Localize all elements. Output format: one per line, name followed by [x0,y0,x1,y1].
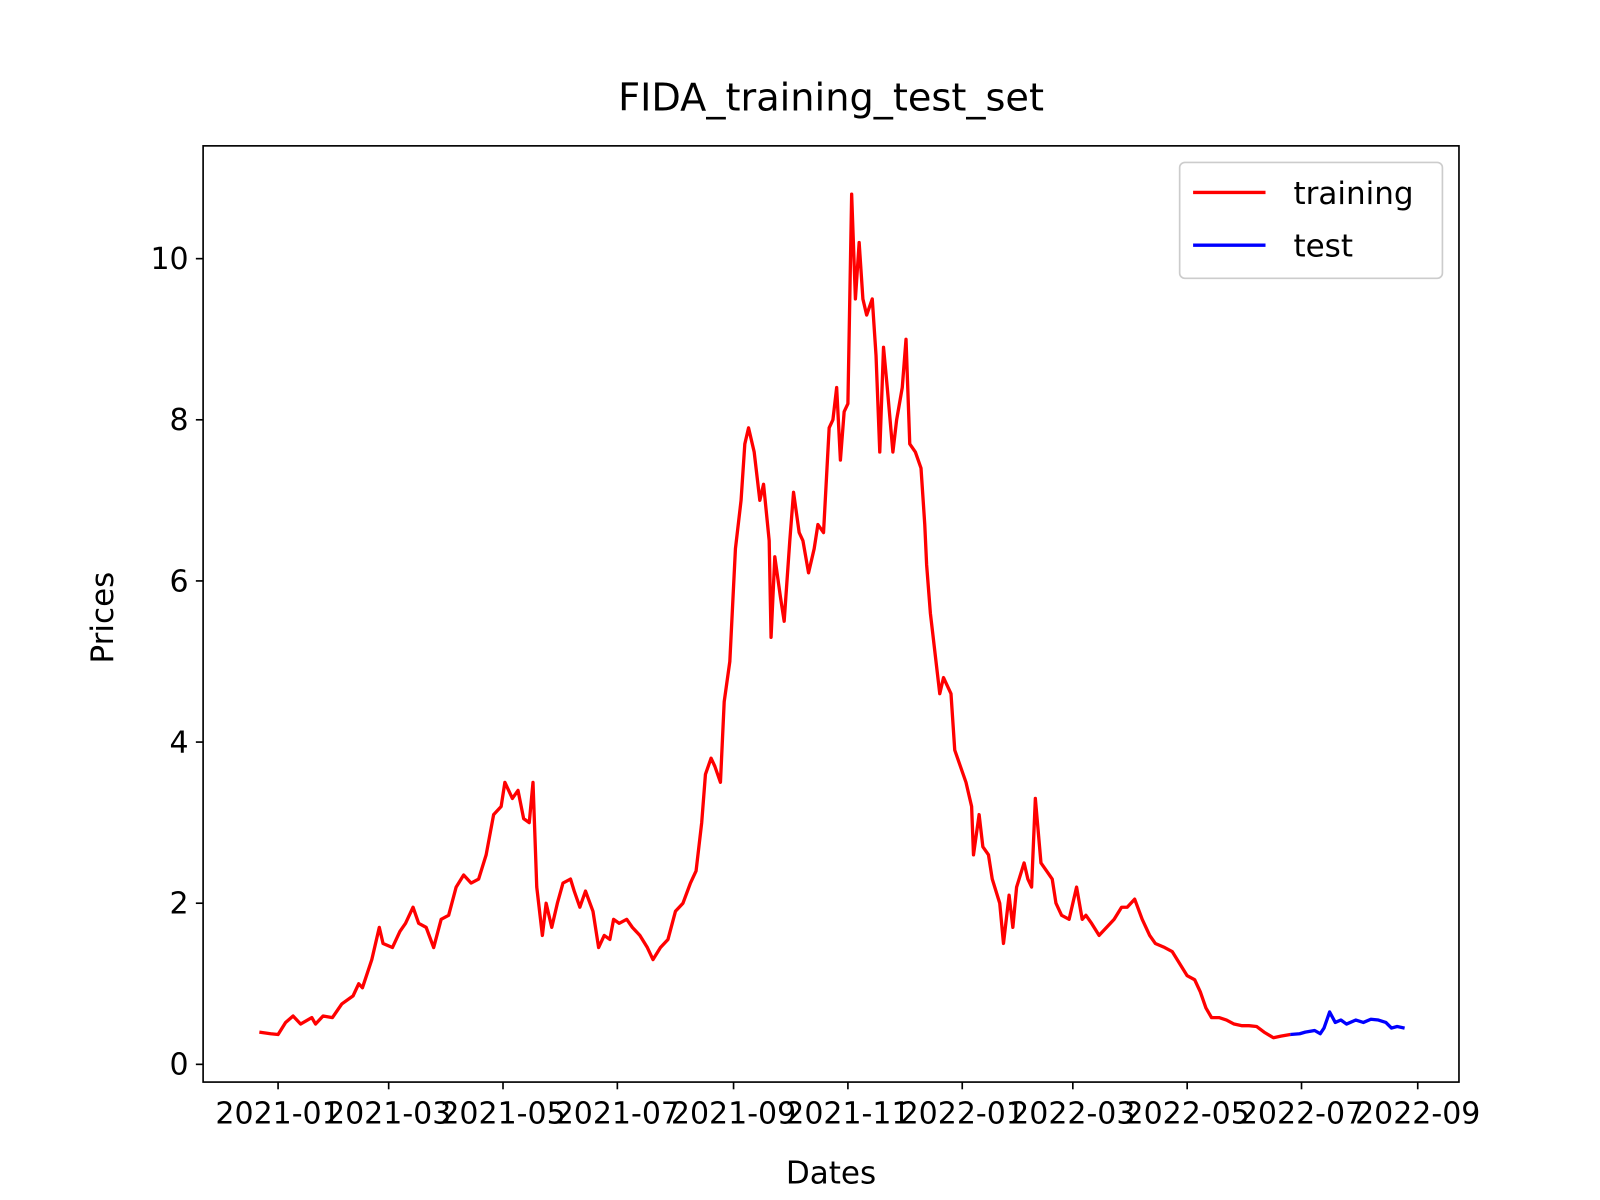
chart-title: FIDA_training_test_set [618,76,1044,121]
x-tick-label: 2022-03 [1010,1096,1135,1131]
x-tick-label: 2022-07 [1239,1096,1364,1131]
y-tick-label: 8 [170,403,189,438]
y-tick-label: 0 [170,1048,189,1083]
plot-frame [202,145,1460,1083]
legend-label: test [1293,229,1353,265]
series-line [259,192,1291,1040]
x-tick-label: 2022-09 [1355,1096,1480,1131]
x-tick-label: 2021-09 [671,1096,796,1131]
y-tick-label: 2 [170,887,189,922]
x-axis-label: Dates [786,1155,876,1191]
x-tick-label: 2021-03 [326,1096,451,1131]
series-line [1290,1010,1405,1037]
legend: training test [1178,161,1444,280]
y-axis-label: Prices [85,572,121,664]
x-tick-label: 2021-01 [215,1096,340,1131]
x-tick-label: 2021-11 [785,1096,910,1131]
x-tick-label: 2021-07 [555,1096,680,1131]
x-tick-label: 2022-01 [900,1096,1025,1131]
y-tick-label: 4 [170,725,189,760]
legend-label: training [1293,176,1413,212]
x-tick-label: 2021-05 [440,1096,565,1131]
y-tick-label: 6 [170,564,189,599]
x-tick-label: 2022-05 [1125,1096,1250,1131]
y-tick-label: 10 [150,242,188,277]
